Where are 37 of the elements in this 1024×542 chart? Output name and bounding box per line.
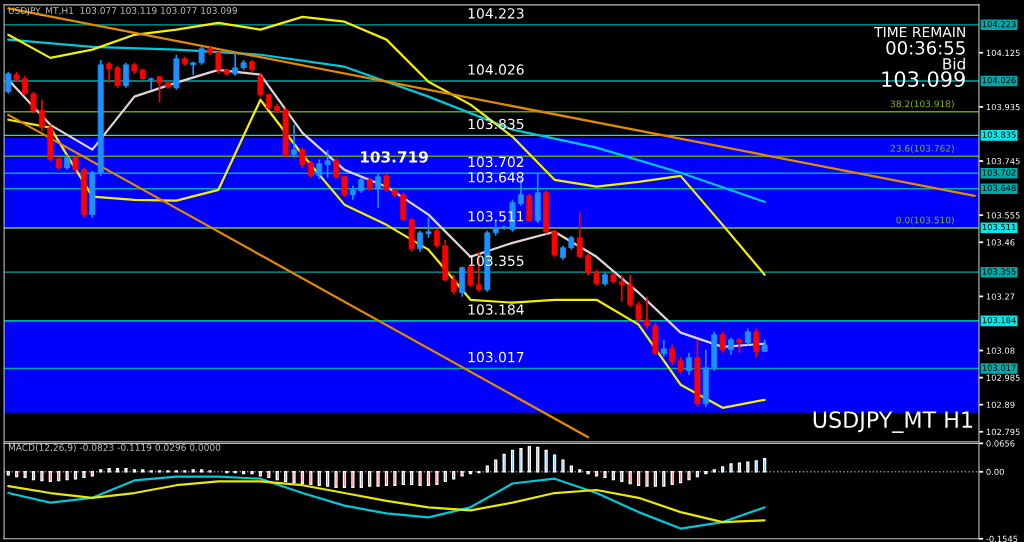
- ref-line-label: 103.702: [982, 169, 1016, 176]
- ref-line-label: 103.648: [982, 184, 1016, 192]
- ref-line-label: 103.355: [982, 268, 1016, 275]
- y-tick-label: -0.1545: [986, 535, 1018, 542]
- annotation: 23.6(103.762): [890, 144, 954, 153]
- ref-line-label: 103.835: [982, 131, 1016, 138]
- text: 103.184: [468, 304, 524, 315]
- y-tick-label: 0.0656: [986, 440, 1015, 447]
- ref-line-label: 104.223: [982, 20, 1016, 28]
- annotation: TIME REMAIN: [874, 26, 965, 38]
- text: 103.702: [468, 156, 524, 168]
- annotation: 103.099: [882, 71, 965, 87]
- y-tick-label: 0.00: [986, 468, 1004, 476]
- ref-line-label: 103.017: [982, 364, 1016, 371]
- y-tick-label: 102.89: [986, 401, 1015, 408]
- y-tick-label: 102.985: [986, 374, 1020, 381]
- y-tick-label: 102.795: [986, 428, 1020, 436]
- annotation: 0.0(103.510): [896, 216, 954, 225]
- text: 104.026: [468, 64, 524, 75]
- y-tick-label: 103.935: [986, 103, 1020, 111]
- ref-line-label: 103.511: [982, 223, 1016, 231]
- chart-title: MACD(12,26,9) -0.0823 -0.1119 0.0296 0.0000: [8, 443, 221, 452]
- text: 104.223: [468, 8, 524, 19]
- annotation: 38.2(103.918): [890, 100, 954, 109]
- y-tick-label: 104.125: [986, 49, 1020, 57]
- text: 103.648: [468, 172, 524, 183]
- y-tick-label: 103.08: [986, 347, 1015, 354]
- text: 103.017: [468, 351, 524, 363]
- annotation: 00:36:55: [886, 41, 965, 55]
- annotation: Bid: [943, 57, 965, 70]
- ref-line-label: 103.184: [982, 317, 1016, 324]
- ref-line-label: 104.026: [982, 77, 1016, 84]
- annotation: USDJPY_MT H1: [813, 411, 973, 433]
- y-tick-label: 103.27: [986, 293, 1015, 300]
- y-tick-label: 103.745: [986, 158, 1020, 165]
- y-tick-label: 103.555: [986, 212, 1020, 219]
- y-tick-label: 103.46: [986, 239, 1015, 246]
